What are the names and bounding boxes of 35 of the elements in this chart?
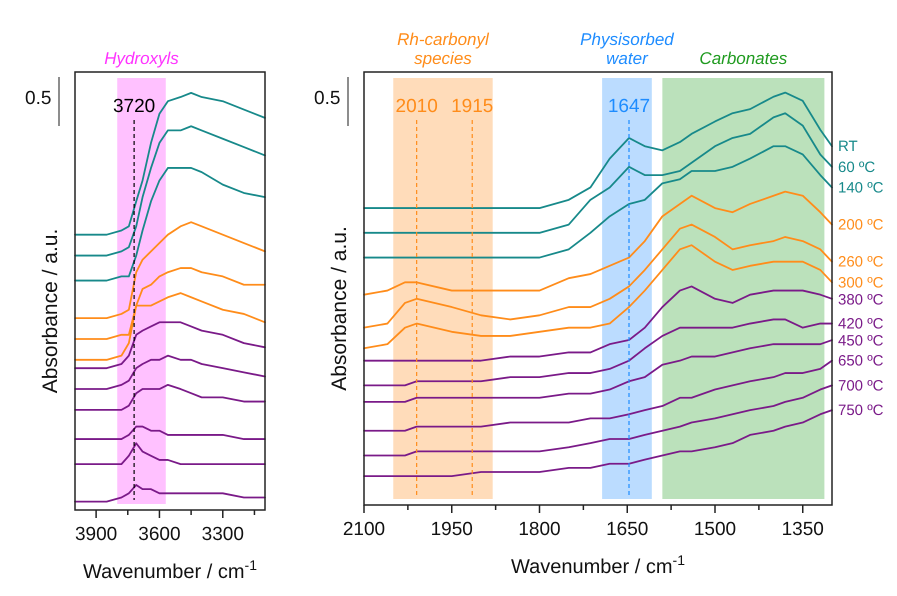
series-label: 60 ºC — [838, 158, 876, 176]
y-axis-title: Absorbance / a.u. — [39, 228, 62, 394]
series-label: 380 ºC — [838, 291, 884, 308]
x-tick-label: 1350 — [782, 519, 824, 540]
y-axis-title: Absorbance / a.u. — [328, 226, 351, 391]
series-label: 450 ºC — [838, 332, 884, 350]
x-axis-title: Wavenumber / cm$^{-1}$ — [511, 552, 686, 578]
series-label: 420 ºC — [838, 316, 884, 333]
ref-line-label: 1915 — [451, 96, 494, 117]
x-tick-label: 3900 — [74, 524, 118, 545]
series-label: RT — [838, 138, 858, 156]
series-label: 260 ºC — [838, 254, 884, 271]
band-label: Hydroxyls — [104, 49, 180, 68]
x-tick-label: 3600 — [138, 524, 181, 545]
series-label: 750 ºC — [838, 402, 884, 420]
series-label: 700 ºC — [838, 377, 884, 394]
ref-line-label: 2010 — [396, 96, 438, 117]
x-axis-title: Wavenumber / cm$^{-1}$ — [83, 557, 258, 583]
text: 0.5 — [25, 88, 52, 109]
band-label: Physisorbed water — [580, 30, 674, 68]
text: 0.5 — [314, 88, 340, 109]
x-tick-label: 2100 — [342, 519, 386, 540]
series-label: 650 ºC — [838, 352, 884, 370]
ref-line-label: 1647 — [608, 96, 650, 117]
x-tick-label: 1650 — [606, 519, 648, 540]
x-tick-label: 1950 — [430, 519, 473, 540]
series-label: 140 ºC — [838, 179, 884, 196]
series-label: 200 ºC — [838, 216, 884, 234]
band-label: Rh-carbonyl species — [397, 30, 490, 68]
x-tick-label: 1500 — [694, 519, 736, 540]
x-tick-label: 3300 — [202, 524, 244, 545]
series-label: 300 ºC — [838, 274, 884, 292]
ref-line-label: 3720 — [112, 96, 156, 117]
band-label: Carbonates — [699, 49, 788, 68]
x-tick-label: 1800 — [518, 519, 561, 540]
